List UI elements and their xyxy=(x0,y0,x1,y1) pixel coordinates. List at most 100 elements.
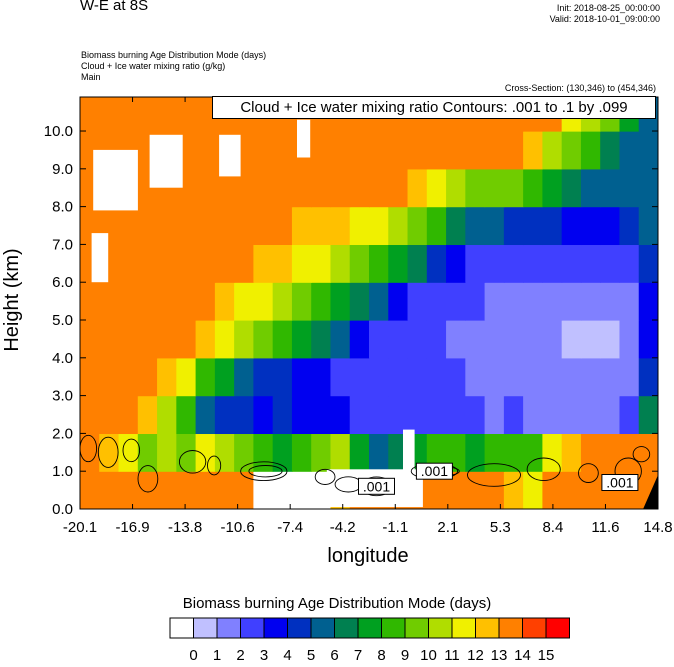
missing-data-patch xyxy=(403,429,415,472)
heatmap-cell xyxy=(388,395,409,435)
heatmap-cell xyxy=(446,244,466,283)
heatmap-cell xyxy=(118,433,139,472)
colorbar-swatch xyxy=(428,617,453,639)
heatmap-cell xyxy=(349,433,370,472)
colorbar-tick-label: 3 xyxy=(260,647,268,664)
x-axis: -20.1 -16.9 -13.8 -10.6 -7.4 -4.2 -1.1 2.1 5.3 8.… xyxy=(63,97,673,536)
contour-line xyxy=(314,468,336,485)
contour-label-box xyxy=(415,462,453,480)
heatmap-cell xyxy=(446,357,466,397)
contour-line xyxy=(178,450,207,474)
heatmap-cell xyxy=(80,97,100,132)
heatmap-cell xyxy=(638,395,658,435)
heatmap-cell xyxy=(561,395,582,435)
heatmap-cell xyxy=(99,320,120,359)
heatmap-cell xyxy=(484,471,505,509)
heatmap-cell xyxy=(523,206,543,246)
heatmap-cell xyxy=(600,131,621,170)
colorbar: 0 1 2 3 4 5 6 7 8 9 10 11 12 13 14 15 xyxy=(169,617,570,664)
contour-label-box xyxy=(601,474,639,491)
y-tick-label: 5.0 xyxy=(52,312,73,329)
heatmap-cell xyxy=(638,168,658,208)
heatmap-cell xyxy=(176,433,197,472)
heatmap-cell xyxy=(426,433,447,472)
heatmap-cell xyxy=(195,244,216,283)
heatmap-cell xyxy=(349,131,370,170)
heatmap-cells xyxy=(80,97,658,509)
heatmap-cell xyxy=(426,244,447,283)
heatmap-cell xyxy=(176,282,197,321)
heatmap-cell xyxy=(176,320,197,359)
heatmap-cell xyxy=(214,282,235,321)
heatmap-cell xyxy=(523,282,543,321)
heatmap-cell xyxy=(580,433,601,472)
heatmap-cell xyxy=(330,395,351,435)
heatmap-cell xyxy=(619,131,640,170)
valid-time: Valid: 2018-10-01_09:00:00 xyxy=(549,14,660,24)
heatmap-cell xyxy=(426,131,447,170)
heatmap-cell xyxy=(311,320,332,359)
x-tick-label: -7.4 xyxy=(277,519,303,536)
contour-line xyxy=(467,463,521,487)
heatmap-cell xyxy=(214,206,235,246)
heatmap-cell xyxy=(118,97,139,132)
chart-title: W-E at 8S xyxy=(80,0,149,14)
heatmap-cell xyxy=(523,168,543,208)
heatmap-cell xyxy=(407,357,428,397)
heatmap-cell xyxy=(561,320,582,359)
heatmap-cell xyxy=(137,320,158,359)
heatmap-cell xyxy=(600,206,621,246)
heatmap-cell xyxy=(311,131,332,170)
heatmap-cell xyxy=(157,97,177,132)
heatmap-cell xyxy=(388,357,409,397)
heatmap-cell xyxy=(137,357,158,397)
heatmap-cell xyxy=(157,471,177,509)
y-tick-label: 2.0 xyxy=(52,425,73,442)
colorbar-tick-label: 12 xyxy=(467,647,484,664)
heatmap-cell xyxy=(619,357,640,397)
contour-line xyxy=(632,446,651,463)
x-tick-label: 5.3 xyxy=(490,519,511,536)
heatmap-cell xyxy=(446,395,466,435)
heatmap-cell xyxy=(638,320,658,359)
x-tick-label: 14.8 xyxy=(643,519,672,536)
heatmap-cell xyxy=(542,168,563,208)
heatmap-cell xyxy=(561,131,582,170)
heatmap-cell xyxy=(272,282,293,321)
x-tick-label: -16.9 xyxy=(115,519,149,536)
colorbar-swatch xyxy=(240,617,265,639)
heatmap-cell xyxy=(465,357,486,397)
heatmap-cell xyxy=(80,395,100,435)
heatmap-cell xyxy=(234,282,254,321)
heatmap-cell xyxy=(523,395,543,435)
heatmap-cell xyxy=(195,282,216,321)
colorbar-swatch xyxy=(334,617,359,639)
y-axis: 0.0 1.0 2.0 3.0 4.0 5.0 6.0 7.0 8.0 9.0 10.0 xyxy=(44,123,658,518)
heatmap-cell xyxy=(157,206,177,246)
heatmap-cell xyxy=(580,357,601,397)
heatmap-cell xyxy=(600,395,621,435)
heatmap-cell xyxy=(426,168,447,208)
heatmap-cell xyxy=(214,357,235,397)
heatmap-cell xyxy=(99,282,120,321)
colorbar-swatch xyxy=(475,617,500,639)
heatmap-cell xyxy=(330,357,351,397)
heatmap-cell xyxy=(349,206,370,246)
heatmap-cell xyxy=(291,206,312,246)
heatmap-cell xyxy=(157,244,177,283)
heatmap-cell xyxy=(369,131,389,170)
heatmap-cell xyxy=(176,471,197,509)
colorbar-swatch xyxy=(545,617,570,639)
heatmap-cell xyxy=(330,244,351,283)
contour-info-box: Cloud + Ice water mixing ratio Contours:… xyxy=(212,96,656,119)
heatmap-cell xyxy=(407,395,428,435)
colorbar-swatch xyxy=(193,617,218,639)
field-label-2: Cloud + Ice water mixing ratio (g/kg) xyxy=(81,61,226,71)
x-tick-label: -10.6 xyxy=(221,519,255,536)
heatmap-cell xyxy=(484,131,505,170)
heatmap-cell xyxy=(619,244,640,283)
heatmap-cell xyxy=(561,168,582,208)
heatmap-cell xyxy=(407,131,428,170)
heatmap-cell xyxy=(465,168,486,208)
